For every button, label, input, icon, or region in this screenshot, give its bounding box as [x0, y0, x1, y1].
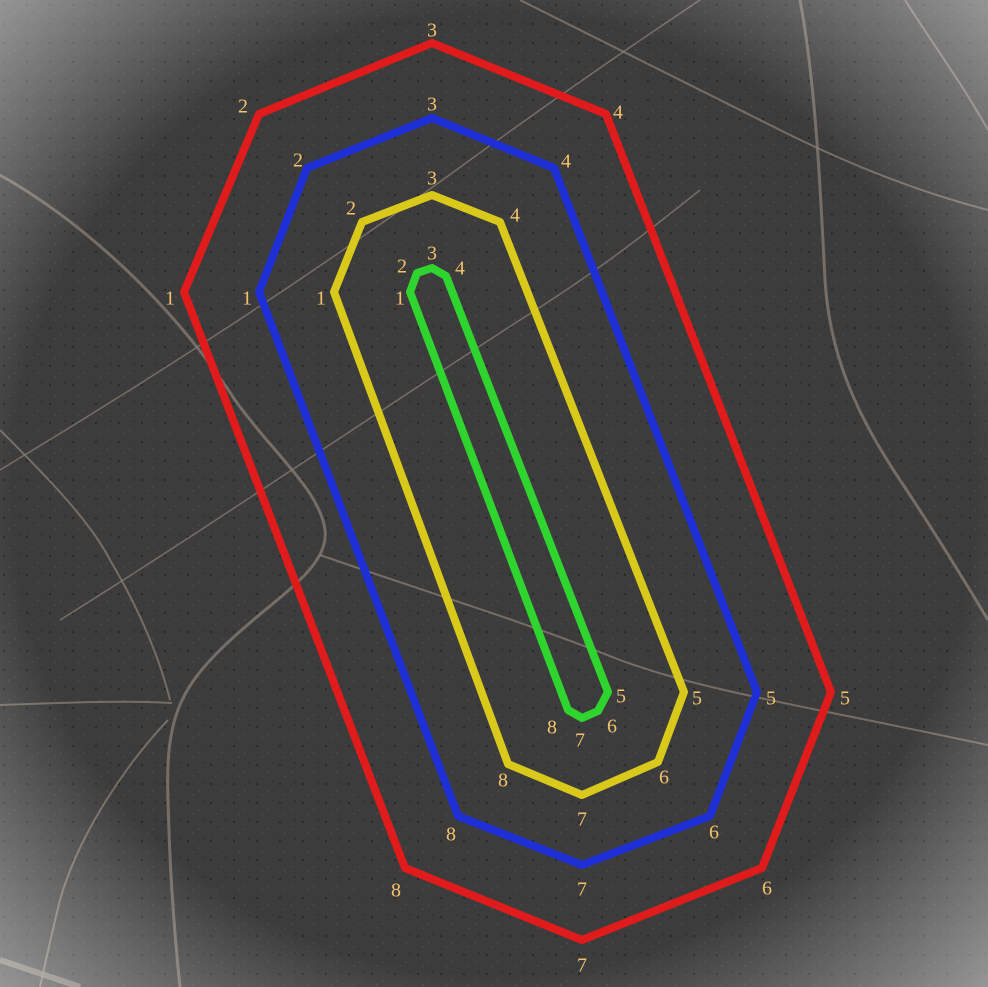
satellite-map-view: 12345678123456781234567812345678	[0, 0, 988, 987]
satellite-map: 12345678123456781234567812345678	[0, 0, 988, 987]
photo-vignette	[0, 0, 988, 987]
